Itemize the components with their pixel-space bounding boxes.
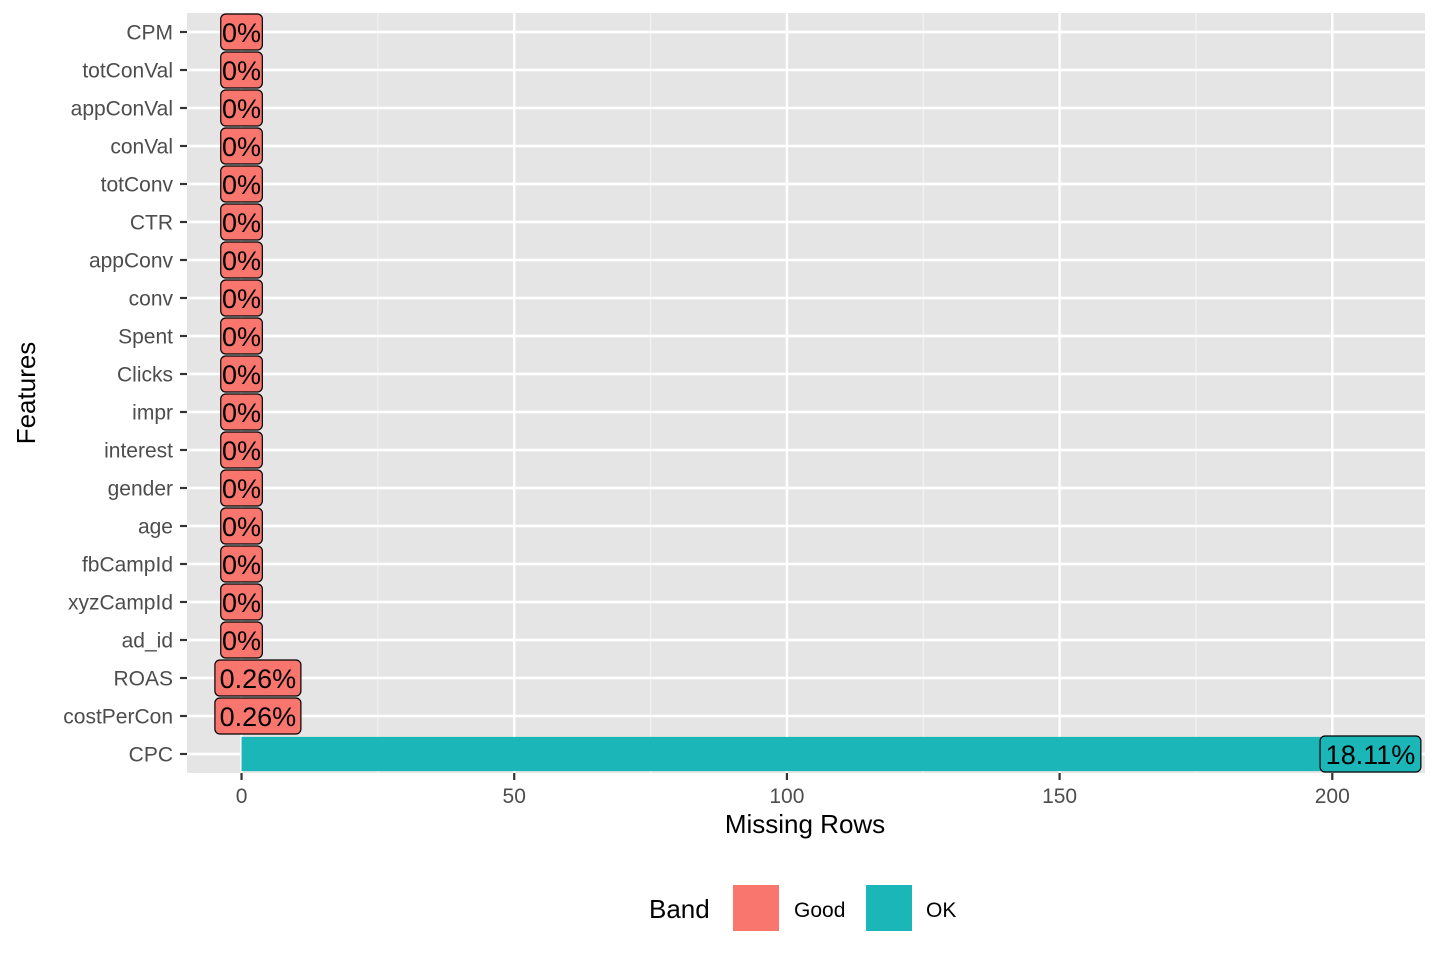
data-label-text: 0%: [222, 132, 261, 162]
x-axis-title: Missing Rows: [725, 809, 885, 839]
data-label: 0%: [220, 241, 263, 279]
data-label-text: 0%: [222, 626, 261, 656]
data-label: 0%: [220, 355, 263, 393]
y-tick-label: Clicks: [117, 364, 173, 387]
bar: [241, 736, 1371, 772]
data-label: 0%: [220, 279, 263, 317]
x-tick-label: 0: [236, 785, 248, 808]
y-tick-label: CTR: [130, 212, 173, 235]
data-label-text: 0%: [222, 474, 261, 504]
data-label-text: 0%: [222, 284, 261, 314]
x-tick-label: 150: [1042, 785, 1077, 808]
data-label: 0%: [220, 545, 263, 583]
data-label-box: [1319, 735, 1422, 773]
data-label-box: [220, 469, 263, 507]
data-label-text: 0%: [222, 18, 261, 48]
data-label: 0%: [220, 203, 263, 241]
y-tick-label: ad_id: [122, 630, 173, 653]
data-label-text: 0%: [222, 398, 261, 428]
data-label-box: [220, 355, 263, 393]
data-label-box: [220, 393, 263, 431]
data-label-box: [220, 431, 263, 469]
data-label-box: [220, 89, 263, 127]
y-tick-label: ROAS: [113, 668, 173, 691]
data-label-box: [220, 583, 263, 621]
data-label-text: 0%: [222, 550, 261, 580]
y-tick-label: interest: [104, 440, 173, 463]
data-label: 0%: [220, 13, 263, 51]
data-label-text: 0%: [222, 56, 261, 86]
data-label-box: [220, 165, 263, 203]
data-label-box: [220, 545, 263, 583]
x-axis: 0 50 100 150 200: [236, 773, 1350, 808]
data-label-box: [214, 659, 302, 697]
data-label-box: [220, 507, 263, 545]
data-labels: 0% 0% 0% 0% 0% 0% 0% 0% 0% 0% 0% 0% 0% 0% 0% 0% 0% 0.26% 0…: [214, 13, 1422, 773]
y-tick-label: conv: [129, 288, 174, 311]
y-tick-label: totConv: [101, 174, 174, 197]
data-label: 0%: [220, 431, 263, 469]
data-label-text: 0%: [222, 170, 261, 200]
y-tick-label: xyzCampId: [68, 592, 173, 615]
data-label: 0%: [220, 507, 263, 545]
y-tick-label: appConv: [89, 250, 174, 273]
y-axis: CPM totConVal appConVal conVal totConv CTR app…: [63, 22, 187, 767]
data-label-box: [220, 127, 263, 165]
data-label-text: 18.11%: [1326, 740, 1416, 770]
data-label-text: 0%: [222, 436, 261, 466]
data-label-text: 0%: [222, 208, 261, 238]
y-tick-label: appConVal: [71, 98, 173, 121]
data-label-box: [220, 203, 263, 241]
x-tick-label: 100: [769, 785, 804, 808]
data-label-text: 0%: [222, 322, 261, 352]
y-axis-title: Features: [11, 342, 41, 445]
y-tick-label: conVal: [110, 136, 173, 159]
y-tick-label: totConVal: [82, 60, 173, 83]
legend-title: Band: [649, 894, 710, 924]
y-tick-label: CPC: [129, 744, 173, 767]
data-label-text: 0.26%: [220, 664, 297, 694]
legend: Band Good OK: [649, 885, 956, 931]
data-label: 0.26%: [214, 659, 302, 697]
data-label-text: 0%: [222, 246, 261, 276]
data-label: 0%: [220, 51, 263, 89]
data-label-text: 0%: [222, 512, 261, 542]
x-tick-label: 50: [503, 785, 526, 808]
data-label-text: 0%: [222, 588, 261, 618]
y-tick-label: impr: [132, 402, 173, 425]
data-label: 0%: [220, 165, 263, 203]
legend-key-ok: [866, 885, 912, 931]
data-label: 0%: [220, 393, 263, 431]
data-label: 0%: [220, 469, 263, 507]
data-label: 18.11%: [1319, 735, 1422, 773]
data-label: 0.26%: [214, 697, 302, 735]
data-label-box: [220, 13, 263, 51]
y-tick-label: CPM: [126, 22, 173, 45]
legend-label-good: Good: [794, 899, 845, 922]
data-label-box: [220, 317, 263, 355]
data-label-box: [220, 51, 263, 89]
data-label-box: [220, 621, 263, 659]
data-label-text: 0.26%: [220, 702, 297, 732]
y-tick-label: costPerCon: [63, 706, 173, 729]
data-label-text: 0%: [222, 360, 261, 390]
panel-background: [187, 13, 1425, 773]
data-label: 0%: [220, 621, 263, 659]
data-label: 0%: [220, 317, 263, 355]
y-tick-label: Spent: [118, 326, 173, 349]
y-tick-label: age: [138, 516, 173, 539]
data-label-box: [220, 241, 263, 279]
data-label: 0%: [220, 583, 263, 621]
data-label-box: [220, 279, 263, 317]
data-label: 0%: [220, 127, 263, 165]
data-label-text: 0%: [222, 94, 261, 124]
data-label: 0%: [220, 89, 263, 127]
y-tick-label: fbCampId: [82, 554, 173, 577]
x-tick-label: 200: [1315, 785, 1350, 808]
y-tick-label: gender: [108, 478, 173, 501]
legend-key-good: [733, 885, 779, 931]
legend-label-ok: OK: [926, 899, 956, 922]
data-label-box: [214, 697, 302, 735]
